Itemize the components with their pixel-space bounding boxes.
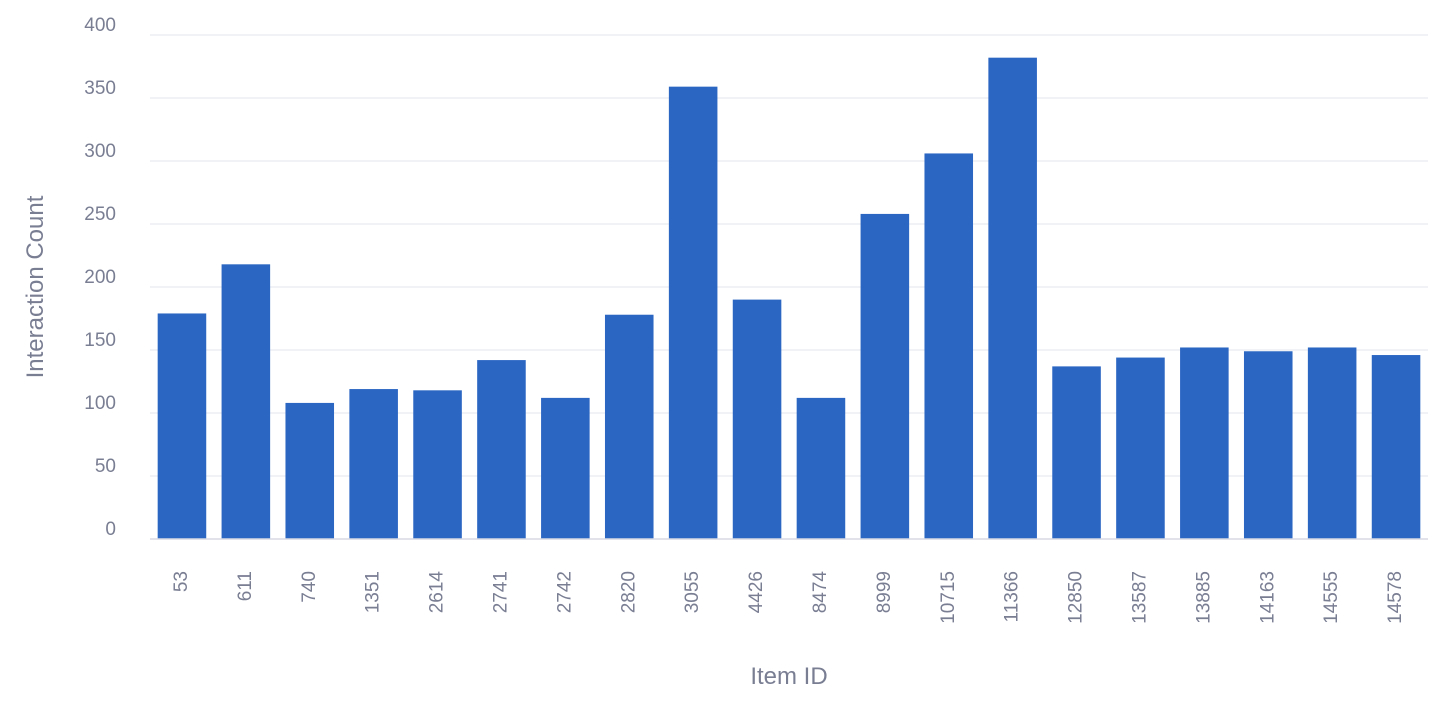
y-axis-ticks: 0 50 100 150 200 250 300 350 400: [84, 15, 116, 540]
bar-item-14555[interactable]: [1307, 347, 1357, 539]
bar-item-1351[interactable]: [349, 389, 398, 539]
x-tick-label: 740: [299, 571, 320, 603]
y-tick-label: 350: [84, 78, 116, 99]
bar-item-4426[interactable]: [732, 299, 782, 539]
x-tick-label: 13587: [1129, 571, 1150, 624]
x-tick-label: 2742: [554, 571, 575, 613]
bar-item-2614[interactable]: [413, 390, 462, 539]
x-tick-label: 14555: [1321, 571, 1342, 624]
x-tick-label: 11366: [1002, 571, 1023, 622]
bar-item-13885[interactable]: [1180, 347, 1229, 539]
bar-item-8474[interactable]: [796, 397, 846, 539]
x-tick-label: 4426: [746, 571, 767, 613]
x-tick-label: 2741: [490, 571, 511, 613]
bar-item-2742[interactable]: [541, 397, 590, 539]
x-tick-label: 13885: [1193, 571, 1214, 624]
bar-item-14578[interactable]: [1371, 355, 1421, 539]
bar-item-2820[interactable]: [604, 314, 654, 539]
bar-item-3055[interactable]: [668, 86, 718, 539]
bar-item-53[interactable]: [157, 313, 207, 539]
bar-item-11366[interactable]: [988, 57, 1037, 540]
y-tick-label: 250: [84, 204, 116, 225]
x-axis-ticks: 53 611 740 1351 2614 2741 2742 2820 3055 4426 8474…: [171, 571, 1406, 624]
x-tick-label: 12850: [1066, 571, 1087, 624]
y-tick-label: 0: [105, 519, 116, 540]
y-tick-label: 50: [95, 456, 116, 477]
x-tick-label: 2614: [427, 571, 448, 614]
x-tick-label: 53: [171, 571, 192, 592]
bar-item-13587[interactable]: [1116, 357, 1165, 539]
grid-lines: [150, 34, 1428, 477]
x-tick-label: 3055: [682, 571, 703, 613]
bar-item-2741[interactable]: [477, 360, 526, 539]
x-tick-label: 1351: [363, 571, 384, 613]
x-tick-label: 611: [235, 571, 256, 601]
bars: [157, 57, 1421, 540]
y-tick-label: 150: [84, 330, 116, 351]
x-tick-label: 8999: [874, 571, 895, 613]
y-tick-label: 100: [84, 393, 116, 414]
y-axis-title: Interaction Count: [22, 195, 49, 378]
x-tick-label: 14163: [1257, 571, 1278, 624]
x-tick-label: 2820: [618, 571, 639, 613]
y-tick-label: 400: [84, 15, 116, 36]
bar-item-10715[interactable]: [924, 153, 974, 539]
y-tick-label: 300: [84, 141, 116, 162]
y-tick-label: 200: [84, 267, 116, 288]
bar-item-611[interactable]: [221, 264, 271, 539]
bar-item-12850[interactable]: [1052, 366, 1101, 539]
x-tick-label: 8474: [810, 571, 831, 614]
x-tick-label: 10715: [938, 571, 959, 624]
bar-item-740[interactable]: [285, 402, 335, 539]
x-tick-label: 14578: [1385, 571, 1406, 624]
bar-item-8999[interactable]: [860, 213, 910, 540]
x-axis-title: Item ID: [750, 663, 827, 690]
bar-item-14163[interactable]: [1243, 351, 1293, 539]
